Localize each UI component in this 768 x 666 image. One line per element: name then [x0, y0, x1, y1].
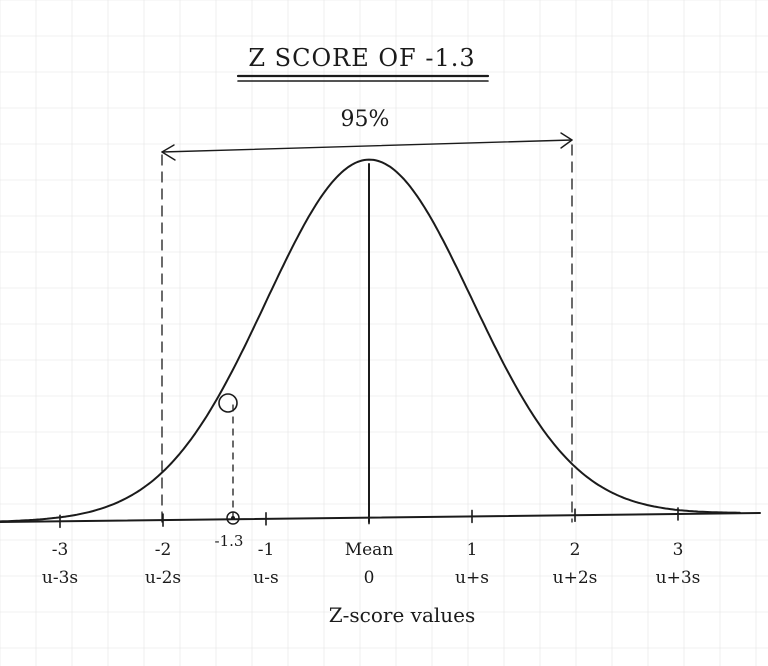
- tick-z-label: 1: [467, 540, 478, 560]
- tick-sigma-label: u+s: [455, 568, 489, 588]
- diagram-title: Z SCORE OF -1.3: [248, 44, 475, 72]
- tick-z-label: 2: [570, 540, 581, 560]
- tick-sigma-label: 0: [364, 568, 375, 588]
- tick-sigma-label: u-2s: [145, 568, 181, 588]
- x-axis-title: Z-score values: [329, 603, 476, 627]
- interval-percent-label: 95%: [341, 107, 390, 132]
- tick-z-label: -1: [258, 540, 275, 560]
- tick-sigma-label: u-3s: [42, 568, 78, 588]
- axis-point-marker: [226, 511, 240, 525]
- interval-arrowhead-right: [560, 132, 573, 149]
- curve-point-marker: [218, 393, 238, 413]
- interval-arrow-line: [161, 139, 573, 153]
- x-axis: [0, 512, 761, 523]
- axis-point-dot: [231, 516, 235, 520]
- tick-labels: -3 u-3s -2 u-2s -1 u-s Mean 0 1 u+s 2 u+2s 3 u+3s: [42, 540, 700, 588]
- interval-arrowhead-left: [161, 144, 176, 161]
- tick-sigma-label: u-s: [253, 568, 278, 588]
- tick-sigma-label: u+3s: [656, 568, 701, 588]
- marker-z-label: -1.3: [215, 532, 244, 550]
- tick-sigma-label: u+2s: [553, 568, 598, 588]
- tick-z-label: -3: [52, 540, 69, 560]
- tick-z-label: -2: [155, 540, 172, 560]
- tick-z-label: Mean: [345, 540, 394, 560]
- tick-z-label: 3: [673, 540, 684, 560]
- normal-distribution-curve: [0, 158, 741, 523]
- tick-marks: [59, 507, 679, 529]
